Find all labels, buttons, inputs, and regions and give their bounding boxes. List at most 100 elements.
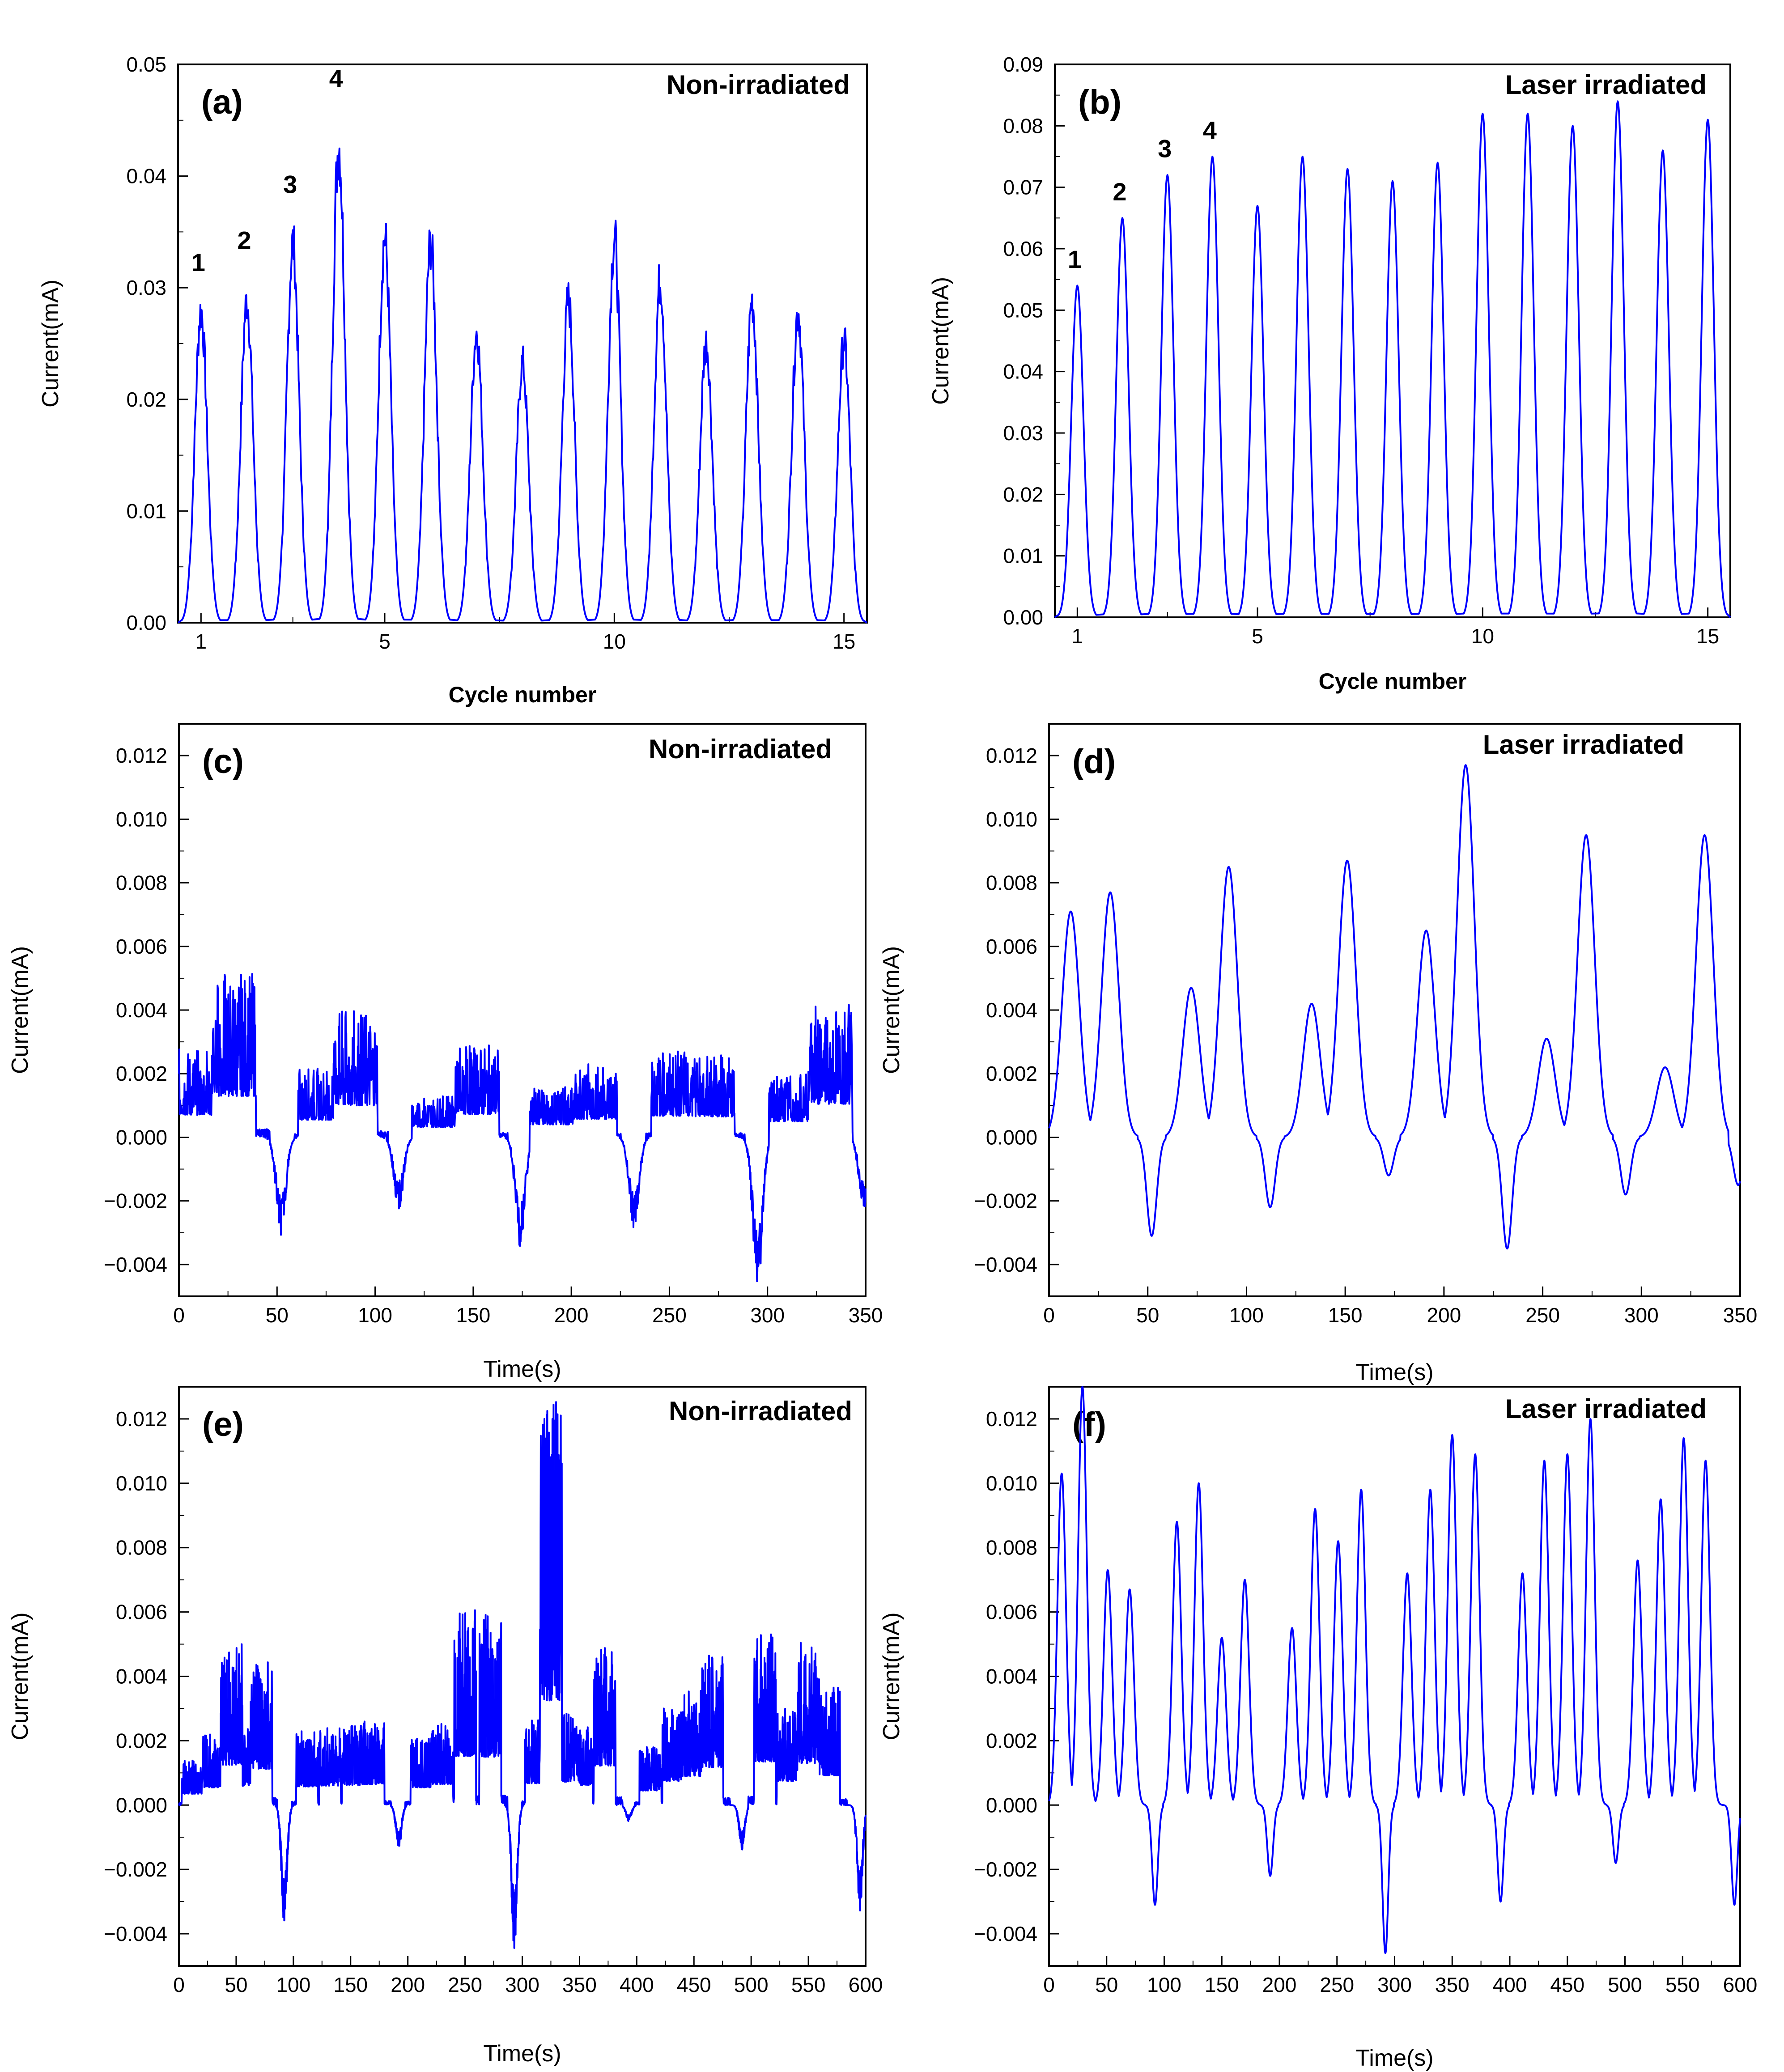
y-axis-title: Current(mA) [879,946,905,1074]
panel-label: (b) [1078,83,1121,121]
y-tick-label: 0.05 [126,53,166,76]
x-tick-label: 200 [1262,1973,1297,1996]
y-tick-label: 0.010 [116,807,167,831]
panel-label: (e) [202,1405,244,1444]
x-tick-label: 350 [1723,1303,1758,1327]
y-tick-label: 0.04 [1003,360,1043,383]
y-tick-label: 0.000 [116,1793,167,1817]
y-tick-label: 0.01 [126,499,166,522]
x-axis-title: Time(s) [483,1356,561,1382]
y-tick-label: 0.006 [986,1601,1037,1624]
series-line-current [1054,100,1731,618]
y-tick-label: 0.000 [986,1125,1037,1149]
y-tick-label: 0.008 [116,1536,167,1559]
x-tick-label: 350 [562,1973,597,1996]
peak-annotation: 1 [1068,245,1082,273]
y-tick-label: 0.000 [986,1793,1037,1817]
x-tick-label: 100 [1229,1303,1264,1327]
condition-label: Laser irradiated [1483,730,1684,760]
y-tick-label: 0.02 [126,388,166,411]
peak-annotation: 2 [237,226,251,254]
x-tick-label: 250 [1320,1973,1354,1996]
x-tick-label: 5 [1252,624,1263,648]
y-tick-label: 0.002 [116,1062,167,1085]
panel-label: (a) [201,83,243,121]
x-tick-label: 450 [677,1973,711,1996]
x-tick-label: 500 [734,1973,769,1996]
y-tick-label: 0.09 [1003,53,1043,76]
y-tick-label: 0.012 [116,1407,167,1431]
x-tick-label: 150 [1205,1973,1239,1996]
panel-label: (f) [1072,1405,1106,1444]
y-axis-title: Current(mA) [7,1612,33,1740]
x-tick-label: 350 [1435,1973,1470,1996]
x-tick-label: 300 [1624,1303,1659,1327]
y-tick-label: 0.002 [986,1729,1037,1752]
y-tick-label: 0.004 [116,998,167,1022]
x-tick-label: 600 [1723,1973,1758,1996]
y-tick-label: 0.00 [126,611,166,634]
x-tick-label: 10 [603,630,626,653]
y-tick-label: 0.000 [116,1125,167,1149]
x-tick-label: 300 [750,1303,785,1327]
y-tick-label: −0.002 [104,1858,167,1881]
x-tick-label: 15 [1696,624,1719,648]
panel-f: −0.004 −0.002 0.000 0.002 0.004 0.006 0.008 0.0… [879,1386,1758,2071]
series-line-current [1048,1386,1741,1954]
x-tick-label: 0 [1043,1973,1055,1996]
y-tick-label: −0.002 [974,1858,1037,1881]
y-tick-label: 0.01 [1003,544,1043,568]
panel-d: −0.004 −0.002 0.000 0.002 0.004 0.006 0.008 0.0… [879,723,1758,1385]
x-tick-label: 350 [849,1303,883,1327]
y-tick-label: 0.002 [986,1062,1037,1085]
x-tick-label: 200 [1427,1303,1461,1327]
peak-annotation: 3 [1158,135,1172,163]
y-tick-label: 0.04 [126,165,166,188]
y-tick-label: 0.010 [986,1472,1037,1495]
x-axis-title: Cycle number [449,682,597,707]
peak-annotation: 3 [283,170,297,199]
y-tick-label: 0.012 [986,744,1037,767]
x-tick-label: 50 [266,1303,289,1327]
x-tick-label: 200 [554,1303,589,1327]
y-tick-label: −0.004 [974,1922,1037,1945]
y-tick-label: 0.03 [126,276,166,299]
x-tick-label: 200 [391,1973,425,1996]
x-tick-label: 500 [1608,1973,1642,1996]
x-tick-label: 150 [1328,1303,1363,1327]
y-tick-label: 0.004 [986,1665,1037,1688]
y-tick-label: 0.002 [116,1729,167,1752]
series-line-current [178,973,867,1282]
x-tick-label: 300 [1377,1973,1412,1996]
x-tick-label: 1 [195,630,207,653]
panel-e: −0.004 −0.002 0.000 0.002 0.004 0.006 0.008 0.0… [7,1386,883,2067]
y-axis-title: Current(mA) [38,280,64,408]
y-tick-label: −0.004 [974,1253,1037,1276]
x-tick-label: 50 [225,1973,247,1996]
y-axis-title: Current(mA) [7,946,33,1074]
y-tick-label: 0.05 [1003,298,1043,322]
x-tick-label: 0 [1043,1303,1055,1327]
x-tick-label: 250 [652,1303,687,1327]
condition-label: Non-irradiated [667,70,850,100]
y-tick-label: 0.008 [986,1536,1037,1559]
panel-label: (d) [1072,743,1116,781]
y-tick-label: −0.004 [104,1922,167,1945]
y-tick-label: 0.008 [986,871,1037,895]
y-tick-label: 0.02 [1003,483,1043,506]
x-tick-label: 1 [1072,624,1083,648]
x-tick-label: 400 [1493,1973,1527,1996]
panel-c: −0.004 −0.002 0.000 0.002 0.004 0.006 0.008 0.0… [7,723,883,1382]
x-tick-label: 0 [173,1303,185,1327]
y-axis-title: Current(mA) [928,277,954,405]
peak-annotation: 1 [191,248,205,276]
x-axis-title: Time(s) [1355,1359,1433,1385]
series-line-current [1048,764,1741,1250]
x-axis-title: Time(s) [483,2041,561,2067]
x-tick-label: 100 [276,1973,310,1996]
y-tick-label: 0.012 [116,744,167,767]
y-tick-label: 0.03 [1003,421,1043,445]
x-tick-label: 50 [1095,1973,1118,1996]
x-tick-label: 250 [1525,1303,1560,1327]
